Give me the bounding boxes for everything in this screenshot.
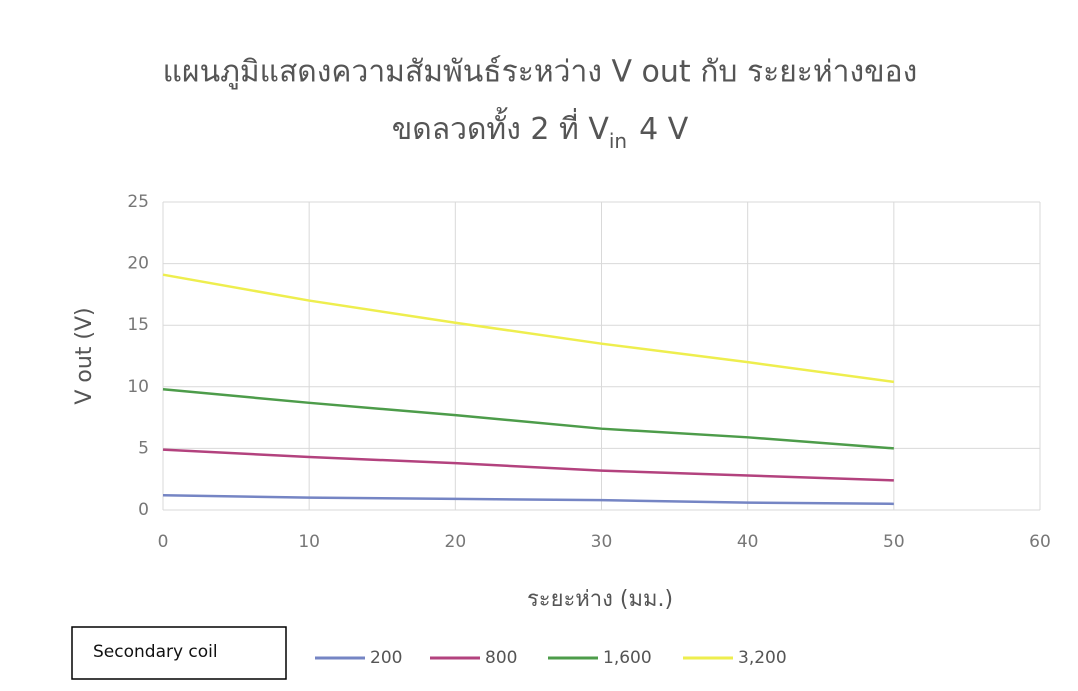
chart-title-part: 4 V [639, 112, 689, 147]
chart-title-part: ขดลวดทั้ง 2 ที่ V [392, 107, 610, 147]
data-line [162, 493, 894, 506]
y-tick-label: 15 [127, 315, 149, 335]
legend-title-box [71, 626, 287, 680]
legend-title: Secondary coil [93, 642, 218, 662]
y-tick-label: 10 [127, 377, 149, 397]
y-tick-label: 0 [138, 500, 149, 520]
y-axis-label: V out (V) [72, 307, 97, 404]
data-line [162, 388, 894, 450]
chart-title-subscript: in [609, 129, 627, 153]
x-axis-label: ระยะห่าง (มม.) [527, 587, 673, 612]
y-tick-label: 25 [127, 192, 149, 212]
x-tick-label: 0 [158, 532, 169, 552]
x-tick-label: 50 [883, 532, 905, 552]
legend-label: 200 [370, 648, 402, 668]
data-line [162, 273, 895, 384]
legend-label: 1,600 [603, 648, 652, 668]
y-tick-label: 20 [127, 254, 149, 274]
x-tick-label: 10 [298, 532, 320, 552]
x-tick-label: 20 [445, 532, 467, 552]
legend-label: 800 [485, 648, 517, 668]
chart-title: แผนภูมิแสดงความสัมพันธ์ระหว่าง V out กับ… [163, 55, 918, 90]
data-line [162, 448, 894, 482]
y-tick-label: 5 [138, 438, 149, 458]
x-tick-label: 30 [591, 532, 613, 552]
x-tick-label: 40 [737, 532, 759, 552]
legend-label: 3,200 [738, 648, 787, 668]
x-tick-label: 60 [1029, 532, 1051, 552]
chart-title-line2: ขดลวดทั้ง 2 ที่ Vin 4 V [392, 107, 689, 153]
